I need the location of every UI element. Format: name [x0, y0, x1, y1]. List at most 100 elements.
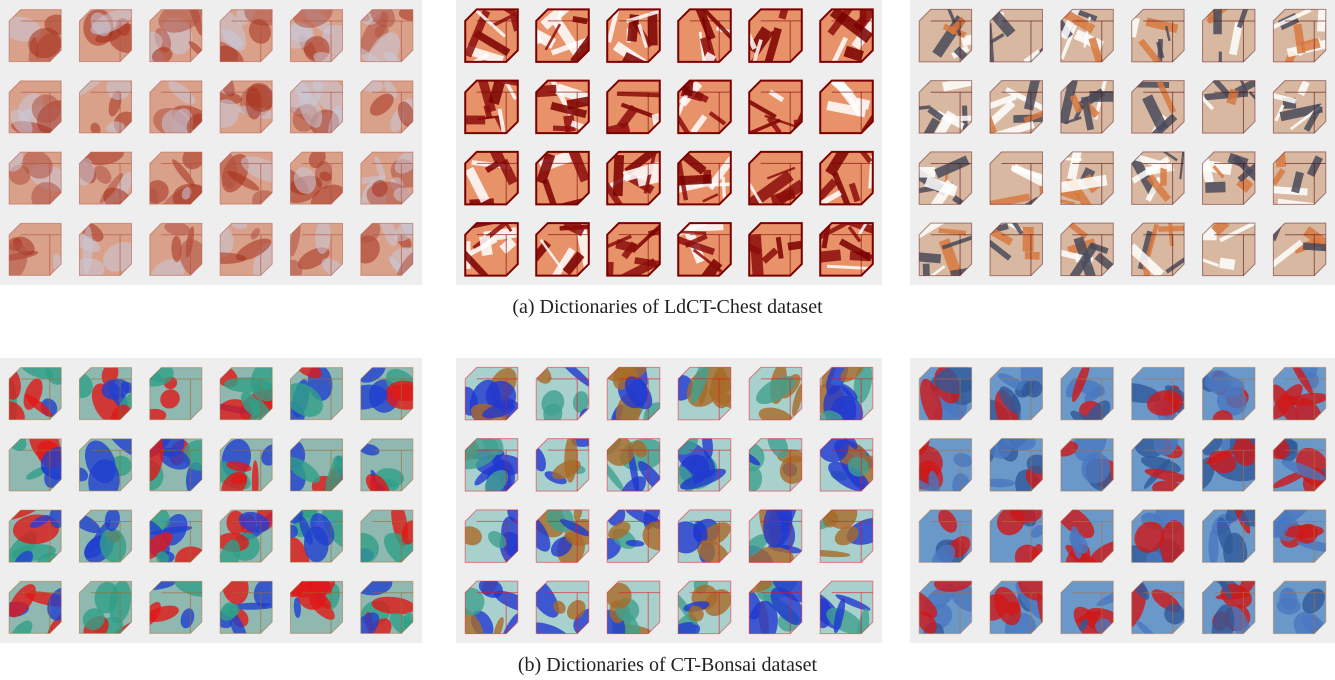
- dictionary-atom-cube: [1060, 222, 1114, 277]
- dictionary-atom-cube: [149, 80, 203, 134]
- dictionary-atom-cube: [535, 222, 590, 277]
- dictionary-atom-cube: [8, 509, 62, 563]
- ldct-chest-dictionary-panel-3: [910, 0, 1335, 285]
- dictionary-atom-cube: [535, 580, 590, 635]
- dictionary-atom-cube: [219, 9, 273, 63]
- dictionary-atom-cube: [78, 151, 133, 205]
- dictionary-atom-cube: [748, 366, 803, 421]
- cube-grid: [918, 8, 1327, 277]
- dictionary-atom-cube: [464, 509, 519, 563]
- dictionary-atom-cube: [360, 80, 414, 134]
- dictionary-atom-cube: [149, 438, 203, 492]
- dictionary-atom-cube: [360, 9, 414, 63]
- dictionary-atom-cube: [219, 438, 273, 492]
- dictionary-atom-cube: [464, 366, 519, 421]
- dictionary-atom-cube: [1131, 438, 1185, 492]
- ct-bonsai-dictionary-panel-1: [0, 358, 422, 643]
- dictionary-atom-cube: [149, 580, 203, 634]
- dictionary-atom-cube: [606, 222, 661, 277]
- dictionary-atom-cube: [78, 222, 133, 276]
- dictionary-atom-cube: [535, 79, 590, 135]
- dictionary-atom-cube: [748, 580, 803, 635]
- dictionary-atom-cube: [1272, 151, 1327, 205]
- dictionary-atom-cube: [289, 438, 344, 492]
- dictionary-atom-cube: [360, 151, 414, 205]
- dictionary-atom-cube: [819, 150, 874, 206]
- dictionary-atom-cube: [748, 150, 803, 206]
- dictionary-atom-cube: [677, 509, 732, 563]
- dictionary-atom-cube: [677, 8, 732, 63]
- cube-grid: [464, 8, 874, 277]
- dictionary-atom-cube: [918, 80, 973, 134]
- dictionary-atom-cube: [606, 438, 661, 492]
- cube-grid: [918, 366, 1327, 635]
- dictionary-atom-cube: [1131, 222, 1185, 277]
- dictionary-atom-cube: [918, 151, 973, 205]
- dictionary-atom-cube: [360, 438, 414, 492]
- dictionary-atom-cube: [78, 509, 133, 563]
- dictionary-atom-cube: [1131, 366, 1185, 421]
- dictionary-atom-cube: [748, 8, 803, 63]
- dictionary-atom-cube: [1202, 580, 1256, 635]
- dictionary-atom-cube: [1060, 80, 1114, 134]
- dictionary-atom-cube: [289, 80, 344, 134]
- cube-grid: [8, 367, 414, 634]
- dictionary-atom-cube: [1202, 222, 1256, 277]
- dictionary-atom-cube: [677, 79, 732, 135]
- dictionary-atom-cube: [1272, 580, 1327, 635]
- dictionary-atom-cube: [1202, 8, 1256, 63]
- dictionary-atom-cube: [535, 438, 590, 492]
- dictionary-atom-cube: [918, 438, 973, 492]
- dictionary-atom-cube: [819, 438, 874, 492]
- ct-bonsai-dictionary-panel-2: [456, 358, 882, 643]
- dictionary-atom-cube: [819, 580, 874, 635]
- dictionary-atom-cube: [1131, 580, 1185, 635]
- dictionary-atom-cube: [989, 509, 1043, 563]
- dictionary-atom-cube: [819, 509, 874, 563]
- cube-grid: [464, 366, 874, 635]
- dictionary-atom-cube: [464, 438, 519, 492]
- dictionary-atom-cube: [8, 222, 62, 276]
- dictionary-atom-cube: [219, 580, 273, 634]
- dictionary-atom-cube: [1202, 509, 1256, 563]
- dictionary-atom-cube: [606, 79, 661, 135]
- dictionary-atom-cube: [606, 8, 661, 63]
- dictionary-atom-cube: [289, 509, 344, 563]
- dictionary-atom-cube: [748, 79, 803, 135]
- dictionary-atom-cube: [1272, 366, 1327, 421]
- dictionary-atom-cube: [78, 9, 133, 63]
- dictionary-atom-cube: [677, 580, 732, 635]
- dictionary-atom-cube: [1272, 438, 1327, 492]
- dictionary-atom-cube: [677, 150, 732, 206]
- dictionary-atom-cube: [1131, 8, 1185, 63]
- dictionary-atom-cube: [819, 222, 874, 277]
- dictionary-atom-cube: [1060, 366, 1114, 421]
- dictionary-atom-cube: [918, 8, 973, 63]
- dictionary-atom-cube: [1272, 222, 1327, 277]
- dictionary-atom-cube: [360, 509, 414, 563]
- dictionary-atom-cube: [606, 580, 661, 635]
- dictionary-atom-cube: [8, 80, 62, 134]
- dictionary-atom-cube: [819, 8, 874, 63]
- dictionary-atom-cube: [464, 79, 519, 135]
- dictionary-atom-cube: [149, 9, 203, 63]
- dictionary-atom-cube: [918, 509, 973, 563]
- dictionary-atom-cube: [360, 222, 414, 276]
- caption-ldct-chest: (a) Dictionaries of LdCT-Chest dataset: [512, 296, 823, 318]
- dictionary-atom-cube: [677, 366, 732, 421]
- dictionary-atom-cube: [219, 151, 273, 205]
- dictionary-atom-cube: [1202, 366, 1256, 421]
- dictionary-atom-cube: [464, 222, 519, 277]
- dictionary-atom-cube: [606, 509, 661, 563]
- ldct-chest-dictionary-panel-1: [0, 0, 422, 285]
- dictionary-atom-cube: [535, 509, 590, 563]
- dictionary-atom-cube: [748, 438, 803, 492]
- dictionary-atom-cube: [1131, 80, 1185, 134]
- dictionary-atom-cube: [289, 222, 344, 276]
- dictionary-atom-cube: [360, 580, 414, 634]
- dictionary-atom-cube: [1272, 80, 1327, 134]
- dictionary-atom-cube: [819, 366, 874, 421]
- dictionary-atom-cube: [219, 367, 273, 421]
- dictionary-atom-cube: [918, 580, 973, 635]
